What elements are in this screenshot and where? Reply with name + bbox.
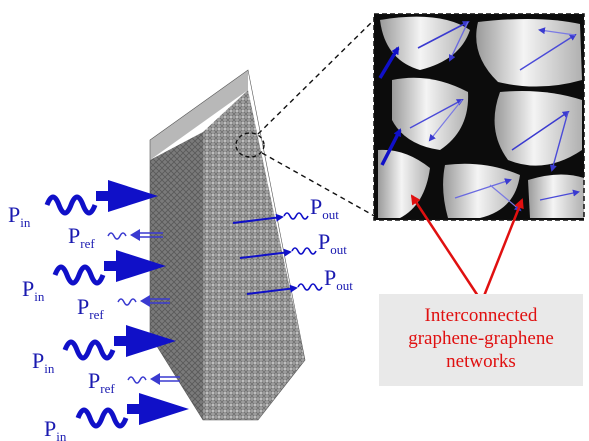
label-p-ref-2: Pref: [77, 294, 104, 322]
reflected-wave-2: [117, 295, 170, 307]
foam-slab: [149, 69, 306, 421]
reflected-wave-3: [127, 373, 180, 385]
pointer-arrow-left: [410, 194, 480, 297]
incident-wave-1: [44, 180, 158, 216]
slab-front: [203, 90, 305, 420]
zoom-circle: [235, 132, 265, 158]
label-p-out-1: Pout: [310, 194, 339, 222]
callout-line-3: networks: [446, 351, 516, 372]
pointer-arrow-right: [482, 198, 524, 297]
zoom-line-bottom: [261, 152, 379, 219]
zoom-line-top: [257, 15, 379, 135]
incident-wave-4: [75, 393, 189, 429]
transmitted-wave-1: [232, 212, 309, 224]
reflected-wave-1: [107, 229, 163, 241]
slab-side: [150, 132, 203, 420]
callout-box: Interconnected graphene-graphene network…: [379, 294, 583, 386]
label-p-ref-1: Pref: [68, 223, 95, 251]
slab-top: [150, 70, 248, 160]
incident-wave-2: [52, 250, 166, 286]
label-p-in-2: Pin: [22, 276, 45, 304]
zoom-inset: [373, 13, 585, 221]
label-p-out-3: Pout: [324, 265, 353, 293]
callout-line-2: graphene-graphene: [408, 328, 554, 349]
label-p-in-4: Pin: [44, 416, 67, 441]
label-p-in-1: Pin: [8, 202, 31, 230]
callout-line-1: Interconnected: [424, 305, 538, 326]
label-p-in-3: Pin: [32, 348, 55, 376]
label-p-out-2: Pout: [318, 229, 347, 257]
transmitted-wave-2: [239, 247, 317, 259]
incident-wave-3: [62, 325, 176, 361]
transmitted-wave-3: [246, 283, 323, 295]
label-p-ref-3: Pref: [88, 368, 115, 396]
